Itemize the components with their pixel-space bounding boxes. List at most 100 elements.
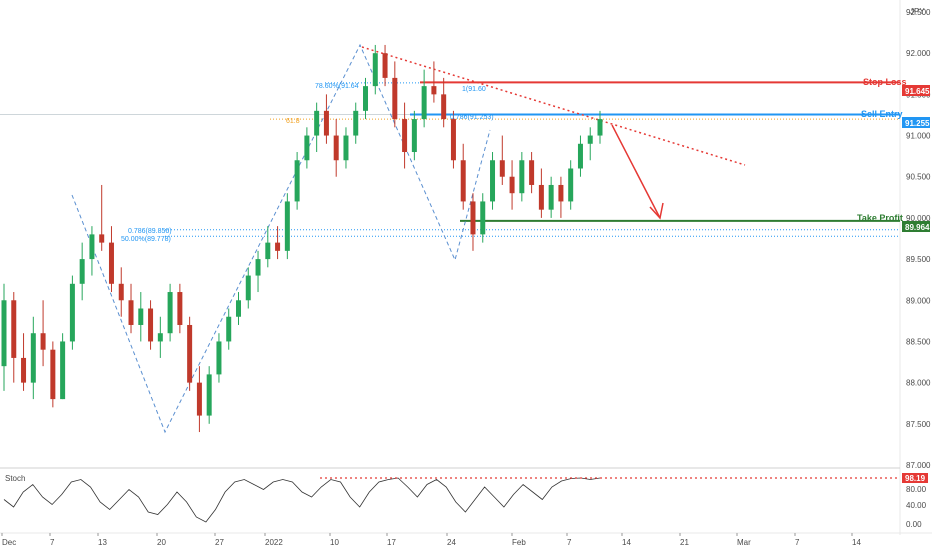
candle-body <box>597 119 603 136</box>
candle-body <box>128 300 134 325</box>
time-tick-label: 21 <box>680 538 689 547</box>
candle-body <box>353 110 359 136</box>
price-tick-label: 91.000 <box>906 132 931 141</box>
price-tick-label: 88.500 <box>906 337 931 346</box>
candle-body <box>558 184 564 202</box>
resistance-trendline <box>361 46 746 166</box>
time-tick-label: 7 <box>50 538 55 547</box>
time-tick-label: 20 <box>157 538 166 547</box>
sell-entry-tag-bg <box>902 117 930 128</box>
take-profit-tag-bg <box>902 221 930 232</box>
candle-body <box>441 94 447 120</box>
candle-body <box>206 374 212 416</box>
fib-label-786-entry: 0.786(91.253) <box>450 114 494 121</box>
candle-body <box>226 316 232 342</box>
candle-body <box>470 201 476 235</box>
candle-body <box>490 160 496 202</box>
stoch-tag-bg <box>902 473 928 483</box>
take-profit-label: Take Profit <box>857 213 903 223</box>
currency-label: JPY <box>910 7 925 16</box>
candle-body <box>1 300 7 367</box>
price-tick-label: 92.500 <box>906 8 931 17</box>
price-tick-label: 90.500 <box>906 173 931 182</box>
indicator-title: Stoch <box>5 474 25 483</box>
time-tick-label: 17 <box>387 538 396 547</box>
candle-body <box>304 135 310 161</box>
candle-body <box>548 184 554 210</box>
sell-entry-label: Sell Entry <box>861 109 903 119</box>
stoch-line <box>3 477 900 523</box>
candle-body <box>245 275 251 301</box>
candle-body <box>69 283 75 342</box>
price-tick-label: 88.000 <box>906 379 931 388</box>
fib-label-50: 50.00%(89.778) <box>121 236 171 243</box>
stoch-axis-0: 0.00 <box>906 520 922 529</box>
time-tick-label: 7 <box>795 538 800 547</box>
candle-body <box>294 160 300 202</box>
time-tick-label: 24 <box>447 538 456 547</box>
time-axis[interactable]: Dec 7 13 20 27 2022 10 17 24 Feb 7 14 21 Mar 7 14 <box>1 533 861 547</box>
candle-body <box>187 324 193 383</box>
projection-arrow-head <box>649 202 664 220</box>
candle-body <box>40 333 46 350</box>
time-tick-label: 13 <box>98 538 107 547</box>
candle-body <box>372 53 378 87</box>
candle-body <box>30 333 36 383</box>
fib-label-786-low: 0.786(89.856) <box>128 228 172 235</box>
candle-body <box>421 86 427 120</box>
candle-body <box>99 234 105 243</box>
candle-body <box>519 160 525 194</box>
candle-body <box>11 300 17 358</box>
candle-body <box>392 77 398 120</box>
candle-body <box>50 349 56 400</box>
candle-body <box>499 160 505 177</box>
projection-arrow-shaft <box>611 124 661 219</box>
time-tick-label: 10 <box>330 538 339 547</box>
candle-body <box>431 86 437 95</box>
price-tick-label: 90.000 <box>906 214 931 223</box>
candle-body <box>480 201 486 235</box>
time-tick-label: 7 <box>567 538 572 547</box>
candle-body <box>577 143 583 169</box>
candle-body <box>196 382 202 416</box>
stoch-tag: 98.19 <box>905 474 926 483</box>
price-axis[interactable]: 92.50092.00091.50091.00090.50090.00089.5… <box>906 8 931 470</box>
candle-body <box>60 341 66 400</box>
wave-zigzag <box>71 43 491 434</box>
price-tick-label: 87.000 <box>906 461 931 470</box>
candle-body <box>216 341 222 375</box>
candle-body <box>363 86 369 111</box>
time-tick-label: Dec <box>2 538 16 547</box>
candle-body <box>118 283 124 301</box>
candle-body <box>167 292 173 334</box>
candle-body <box>333 135 339 161</box>
fib-label-618: 61.8 <box>286 118 300 125</box>
candle-body <box>275 242 281 251</box>
candle-body <box>538 184 544 210</box>
candle-body <box>79 259 85 284</box>
candle-body <box>284 201 290 251</box>
time-tick-label: 14 <box>852 538 861 547</box>
candle-body <box>177 292 183 325</box>
time-tick-label: 14 <box>622 538 631 547</box>
time-tick-label: 2022 <box>265 538 283 547</box>
stop-loss-label: Stop Loss <box>863 77 907 87</box>
candle-body <box>265 242 271 260</box>
fib-label-1: 1(91.60 <box>462 86 486 93</box>
price-tick-label: 89.000 <box>906 296 931 305</box>
sell-entry-tag: 91.255 <box>905 119 930 128</box>
stop-loss-tag-bg <box>902 85 930 96</box>
candle-body <box>235 300 241 317</box>
candle-body <box>587 135 593 144</box>
candle-body <box>157 333 163 342</box>
candle-body <box>343 135 349 161</box>
time-tick-label: 27 <box>215 538 224 547</box>
candle-body <box>108 242 114 284</box>
candle-body <box>314 110 320 136</box>
stoch-axis-80: 80.00 <box>906 485 927 494</box>
candle-body <box>148 308 154 342</box>
price-tick-label: 89.500 <box>906 255 931 264</box>
fib-label-786-top: 78.60%(91.64 <box>315 83 359 90</box>
candle-body <box>138 308 144 325</box>
